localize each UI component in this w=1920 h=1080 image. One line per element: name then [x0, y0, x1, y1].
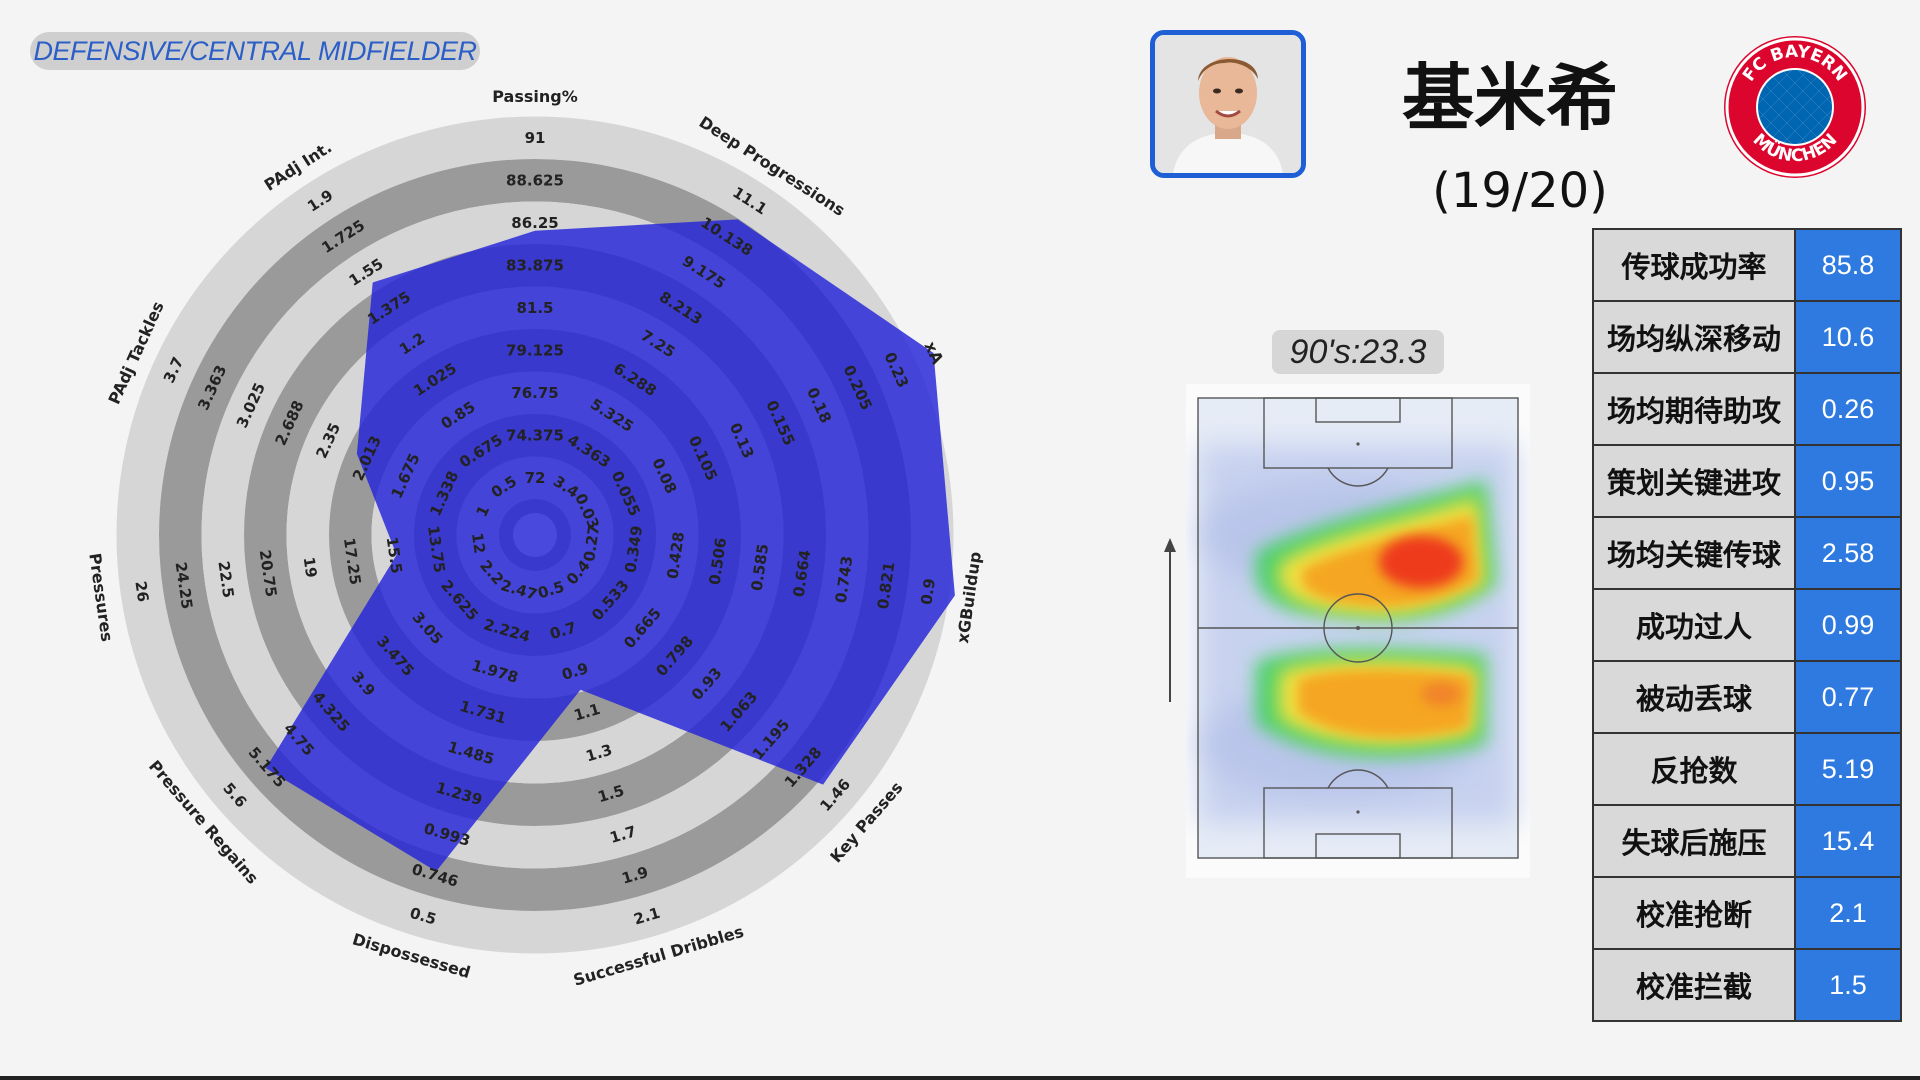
- heatmap-panel: [1186, 384, 1530, 878]
- radar-tick-label: 76.75: [511, 384, 558, 402]
- stat-value: 2.1: [1794, 876, 1902, 950]
- stat-value: 0.95: [1794, 444, 1902, 518]
- radar-chart: 72 74.375 76.75 79.125 81.5 83.875 86.25 88.625…: [85, 87, 985, 990]
- radar-tick-label: 72: [525, 469, 546, 487]
- radar-tick-label: 19: [300, 556, 321, 579]
- stats-row: 失球后施压 15.4: [1592, 804, 1902, 878]
- stats-row: 校准抢断 2.1: [1592, 876, 1902, 950]
- stat-label: 校准抢断: [1592, 876, 1796, 950]
- nineties-label: 90's:23.3: [1272, 330, 1444, 374]
- stats-row: 反抢数 5.19: [1592, 732, 1902, 806]
- radar-tick-label: 79.125: [506, 341, 564, 359]
- stat-label: 策划关键进攻: [1592, 444, 1796, 518]
- radar-tick-label: 22.5: [214, 560, 237, 599]
- stats-row: 场均纵深移动 10.6: [1592, 300, 1902, 374]
- stat-value: 15.4: [1794, 804, 1902, 878]
- stat-value: 85.8: [1794, 228, 1902, 302]
- radar-tick-label: 15.5: [383, 536, 406, 575]
- stat-value: 0.99: [1794, 588, 1902, 662]
- bottom-divider: [0, 1076, 1920, 1080]
- radar-axis-label: Pressures: [85, 552, 116, 643]
- stat-label: 场均期待助攻: [1592, 372, 1796, 446]
- radar-tick-label: 0.27: [580, 524, 603, 563]
- player-name: 基米希: [1401, 56, 1618, 140]
- up-arrow-icon: [1164, 538, 1176, 702]
- stats-row: 场均期待助攻 0.26: [1592, 372, 1902, 446]
- pitch-heatmap: [1196, 397, 1519, 859]
- stats-row: 传球成功率 85.8: [1592, 228, 1902, 302]
- stat-label: 失球后施压: [1592, 804, 1796, 878]
- radar-tick-label: 83.875: [506, 256, 564, 274]
- stats-row: 校准拦截 1.5: [1592, 948, 1902, 1022]
- stat-label: 场均纵深移动: [1592, 300, 1796, 374]
- fc-bayern-logo-icon: FC BAYERN MÜNCHEN: [1724, 36, 1866, 178]
- stats-table: 传球成功率 85.8 场均纵深移动 10.6 场均期待助攻 0.26 策划关键进攻 0.95 场…: [1592, 228, 1902, 1022]
- stat-value: 0.26: [1794, 372, 1902, 446]
- radar-polygon: [265, 219, 955, 872]
- stat-label: 传球成功率: [1592, 228, 1796, 302]
- stats-row: 成功过人 0.99: [1592, 588, 1902, 662]
- stats-row: 策划关键进攻 0.95: [1592, 444, 1902, 518]
- stat-label: 校准拦截: [1592, 948, 1796, 1022]
- stat-value: 0.77: [1794, 660, 1902, 734]
- season-label: (19/20): [1432, 163, 1608, 219]
- radar-tick-label: 26: [131, 580, 152, 603]
- player-photo: [1150, 30, 1306, 178]
- radar-tick-label: 12: [468, 532, 489, 555]
- radar-tick-label: 74.375: [506, 426, 564, 444]
- stat-label: 场均关键传球: [1592, 516, 1796, 590]
- stat-value: 1.5: [1794, 948, 1902, 1022]
- radar-tick-label: 81.5: [516, 299, 553, 317]
- radar-tick-label: 91: [525, 129, 546, 147]
- radar-tick-label: 88.625: [506, 171, 564, 189]
- radar-tick-label: 0.9: [917, 577, 939, 606]
- stat-label: 成功过人: [1592, 588, 1796, 662]
- stat-label: 被动丢球: [1592, 660, 1796, 734]
- stat-value: 5.19: [1794, 732, 1902, 806]
- radar-axis-label: Passing%: [492, 87, 578, 106]
- player-photo-icon: [1155, 35, 1301, 173]
- radar-tick-label: 86.25: [511, 214, 558, 232]
- role-label: DEFENSIVE/CENTRAL MIDFIELDER: [30, 32, 480, 70]
- stat-label: 反抢数: [1592, 732, 1796, 806]
- stat-value: 10.6: [1794, 300, 1902, 374]
- stat-value: 2.58: [1794, 516, 1902, 590]
- radar-axis-label: xGBuildup: [953, 550, 985, 644]
- stats-row: 场均关键传球 2.58: [1592, 516, 1902, 590]
- stats-row: 被动丢球 0.77: [1592, 660, 1902, 734]
